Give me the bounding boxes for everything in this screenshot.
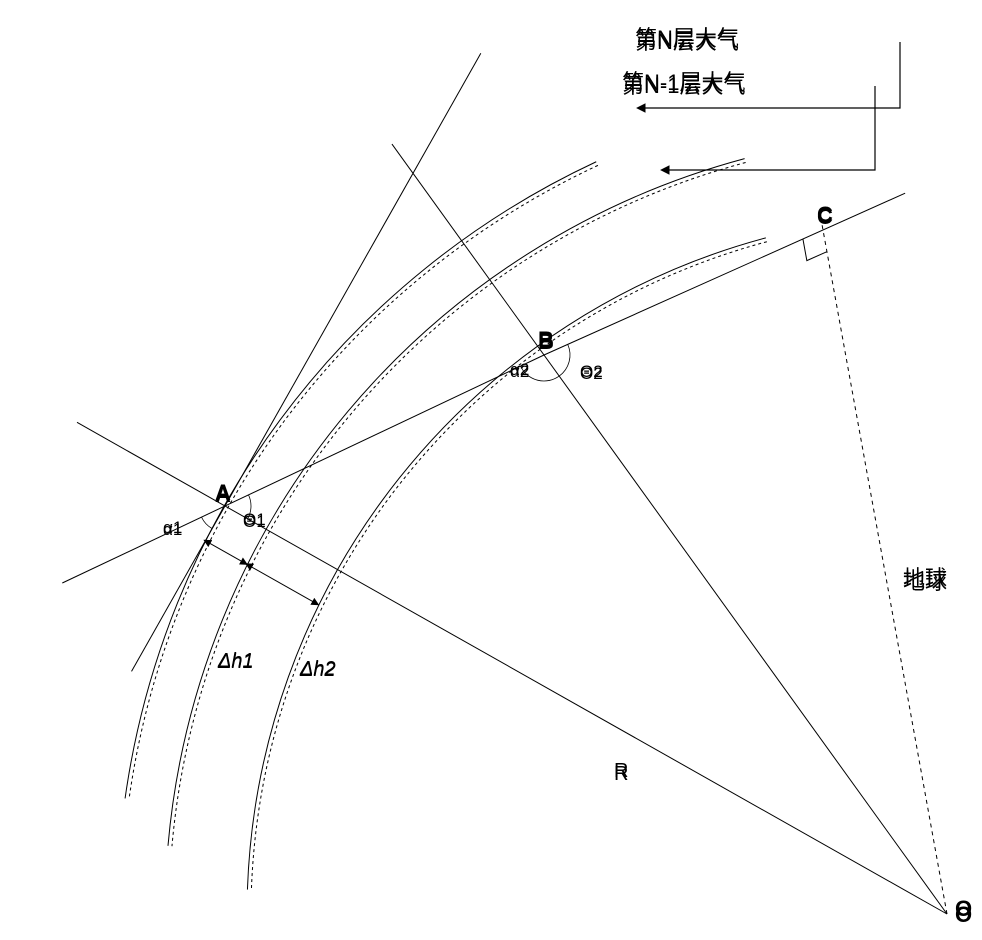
delta-h2-label: Δh2 <box>300 658 336 681</box>
diagram-root: 第N层大气 第N-1层大气 地球 R Θ1 α1 Θ2 α2 Δh1 Δh2 O… <box>0 0 982 940</box>
layer-n-1-label: 第N-1层大气 <box>622 68 745 100</box>
point-B-label: B <box>538 327 554 353</box>
point-A-label: A <box>215 480 231 506</box>
layer-n-label: 第N层大气 <box>635 24 739 56</box>
theta2-label: Θ2 <box>580 362 603 382</box>
point-O-label: O <box>955 896 972 922</box>
delta-h1-label: Δh1 <box>218 650 254 673</box>
earth-label: 地球 <box>903 564 947 596</box>
point-C-label: C <box>817 202 833 228</box>
alpha2-label: α2 <box>510 360 529 380</box>
radius-label: R <box>614 760 628 783</box>
theta1-label: Θ1 <box>243 510 266 530</box>
alpha1-label: α1 <box>163 518 182 538</box>
